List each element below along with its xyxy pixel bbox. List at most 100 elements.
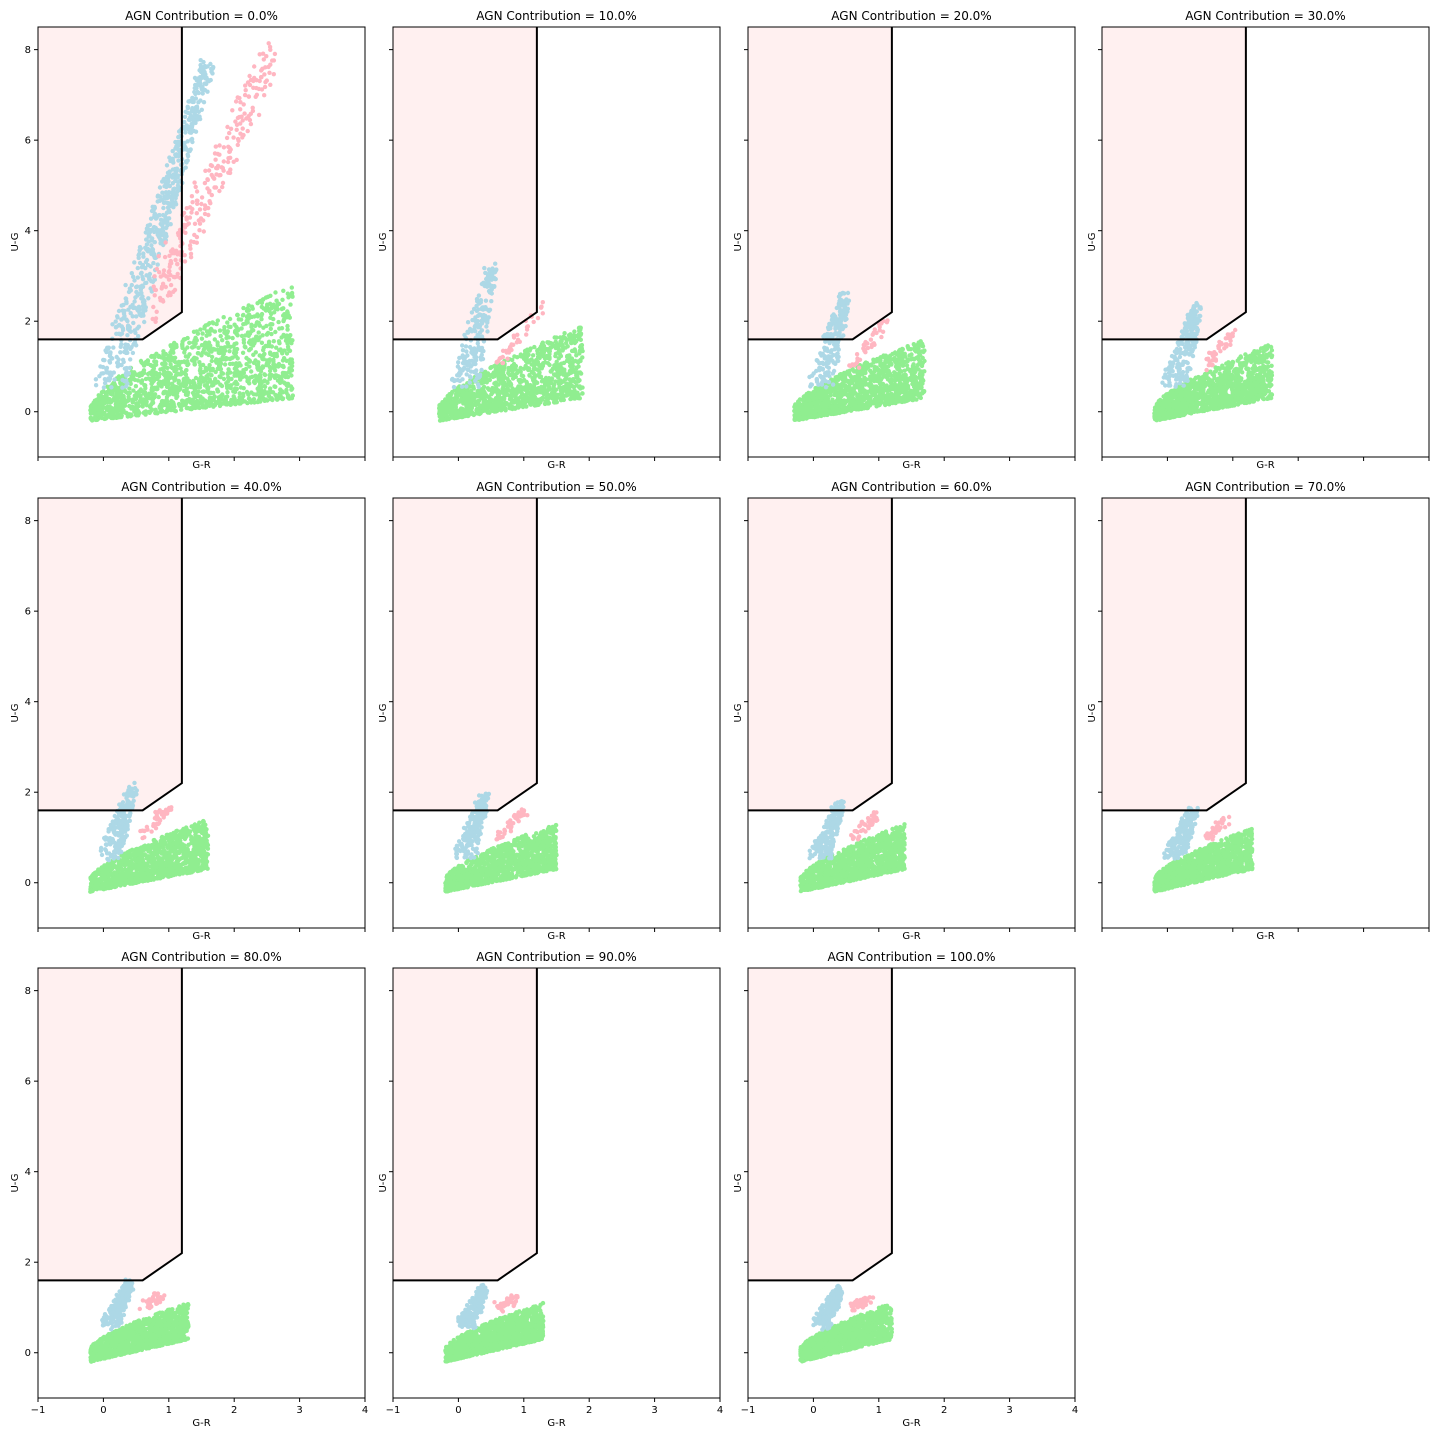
point-green <box>184 405 189 411</box>
point-green <box>838 385 843 390</box>
point-blue <box>475 325 481 330</box>
subplot-1: AGN Contribution = 10.0%G-RU-G <box>378 9 721 471</box>
point-green <box>562 331 567 336</box>
point-green <box>217 328 223 333</box>
point-blue <box>464 384 469 389</box>
point-blue <box>182 119 187 125</box>
point-blue <box>493 276 498 282</box>
point-blue <box>157 212 162 218</box>
point-green <box>828 390 834 395</box>
point-green <box>440 413 445 419</box>
point-blue <box>152 240 157 245</box>
point-blue <box>167 194 172 199</box>
point-green <box>259 317 264 322</box>
point-green <box>887 371 893 376</box>
point-green <box>187 352 192 357</box>
point-green <box>448 412 454 418</box>
point-green <box>793 417 798 422</box>
point-green <box>267 368 273 374</box>
point-green <box>100 398 106 403</box>
point-blue <box>479 334 485 339</box>
subplot-title: AGN Contribution = 0.0% <box>125 9 278 23</box>
point-blue <box>124 365 129 371</box>
point-green <box>241 322 246 327</box>
point-green <box>112 387 118 393</box>
point-blue <box>187 99 192 104</box>
point-green <box>268 315 273 320</box>
point-green <box>223 397 228 402</box>
point-green <box>911 393 916 398</box>
point-blue <box>486 275 492 280</box>
point-pink <box>217 143 222 148</box>
point-pink <box>197 228 202 233</box>
point-green <box>497 407 502 412</box>
point-blue <box>190 95 195 101</box>
point-green <box>107 408 112 413</box>
point-green <box>215 340 220 345</box>
point-green <box>192 362 197 367</box>
point-green <box>452 415 457 421</box>
point-green <box>147 409 152 414</box>
point-green <box>861 397 866 402</box>
point-green <box>561 388 566 394</box>
point-blue <box>139 265 145 270</box>
point-green <box>512 354 517 359</box>
point-pink <box>186 221 191 226</box>
point-green <box>836 376 841 381</box>
point-green <box>521 366 527 371</box>
point-green <box>257 381 263 387</box>
point-pink <box>238 121 243 126</box>
point-blue <box>459 384 465 389</box>
point-green <box>288 333 293 338</box>
point-blue <box>210 71 215 76</box>
point-pink <box>163 284 168 290</box>
point-green <box>553 353 558 359</box>
point-green <box>896 374 901 380</box>
point-blue <box>473 329 478 334</box>
point-green <box>219 394 224 399</box>
point-blue <box>481 312 486 318</box>
point-pink <box>238 107 243 112</box>
point-green <box>860 367 865 372</box>
point-green <box>257 335 262 340</box>
point-green <box>507 379 512 384</box>
point-green <box>92 416 98 421</box>
point-green <box>149 363 154 368</box>
y-tick-label: 8 <box>25 45 31 56</box>
y-tick-label: 4 <box>25 226 31 237</box>
point-green <box>209 358 214 364</box>
point-pink <box>166 277 172 282</box>
point-green <box>820 393 826 399</box>
point-pink <box>497 356 502 361</box>
point-green <box>249 390 254 395</box>
point-pink <box>247 117 253 123</box>
point-green <box>289 293 295 298</box>
point-green <box>105 389 110 395</box>
point-blue <box>465 329 470 334</box>
point-green <box>475 394 480 399</box>
point-blue <box>193 96 199 101</box>
point-pink <box>150 316 155 322</box>
point-green <box>225 390 230 395</box>
point-green <box>455 389 461 395</box>
point-blue <box>93 377 99 382</box>
point-blue <box>190 139 195 145</box>
point-blue <box>198 98 203 103</box>
point-green <box>166 392 172 397</box>
point-green <box>267 376 273 381</box>
point-green <box>912 368 917 374</box>
point-green <box>481 395 486 400</box>
point-blue <box>475 341 480 346</box>
point-green <box>178 372 184 377</box>
point-green <box>904 363 910 368</box>
point-green <box>221 376 227 382</box>
point-blue <box>205 64 210 69</box>
point-green <box>272 310 277 315</box>
point-pink <box>196 218 201 223</box>
point-green <box>206 386 211 391</box>
point-blue <box>155 193 161 198</box>
point-blue <box>194 104 200 109</box>
point-green <box>159 355 164 360</box>
point-blue <box>144 280 149 285</box>
point-blue <box>205 78 210 84</box>
